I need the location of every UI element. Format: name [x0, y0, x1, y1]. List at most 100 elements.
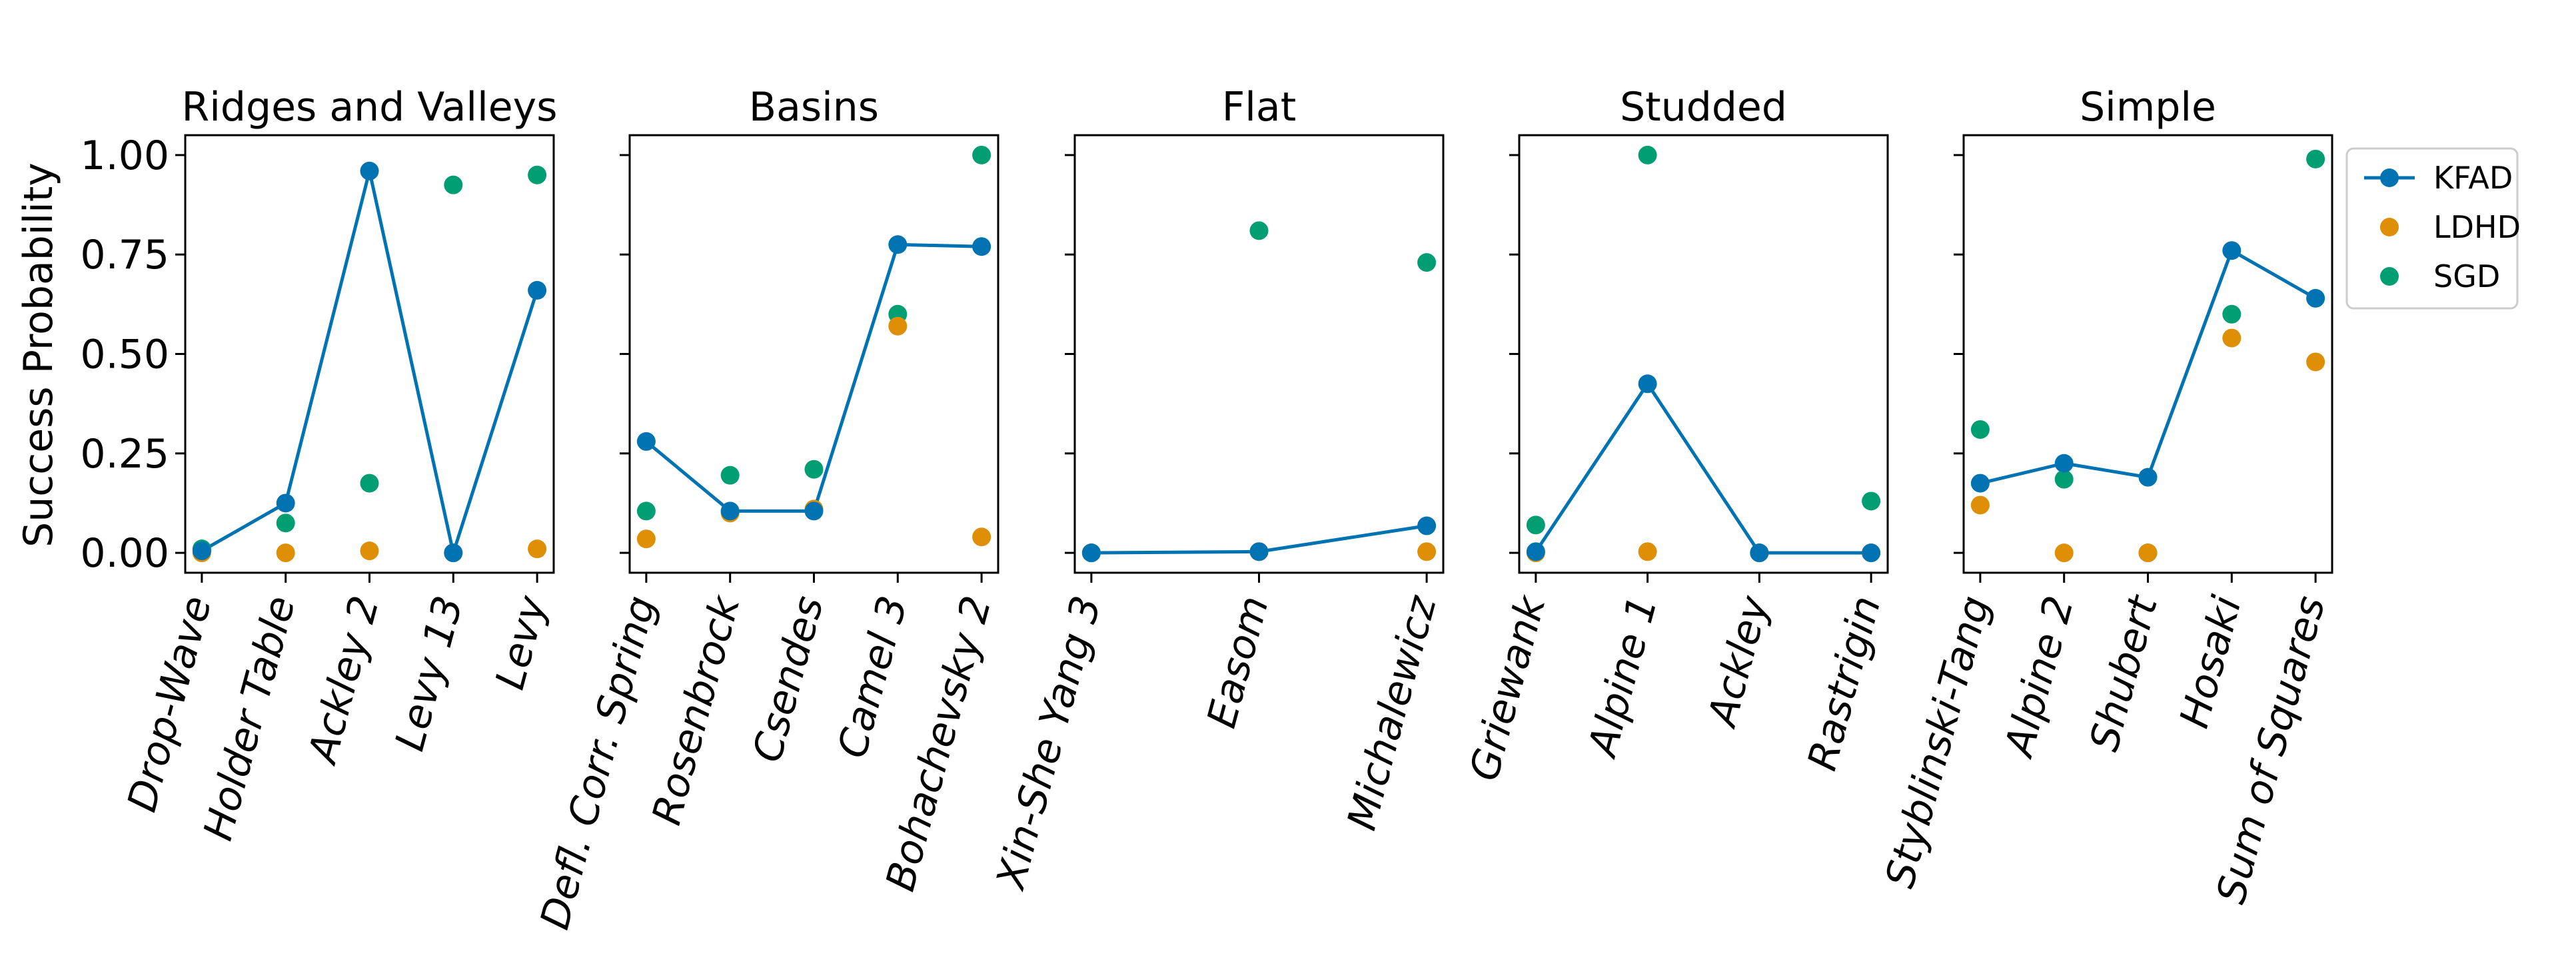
x-tick-label: Hosaki — [2171, 591, 2251, 733]
legend-label: KFAD — [2433, 160, 2513, 196]
x-tick-label: Levy — [486, 590, 556, 694]
panel-ridges-and-valleys: Ridges and Valleys 0.00 0.25 0.50 0.75 1.00 Dr… — [80, 84, 557, 845]
sgd-point — [1249, 221, 1269, 240]
kfad-point — [972, 237, 991, 256]
ldhd-point — [2222, 328, 2242, 348]
x-tick-label: Xin-She Yang 3 — [987, 591, 1110, 895]
ldhd-point — [972, 527, 991, 547]
panel-title: Flat — [1222, 84, 1296, 131]
ldhd-point — [1417, 542, 1437, 561]
axes-frame — [184, 134, 555, 574]
kfad-point — [1750, 543, 1769, 563]
x-tick-label: Griewank — [1461, 590, 1555, 786]
kfad-point — [192, 541, 211, 561]
x-tick-label: Levy 13 — [386, 591, 472, 756]
kfad-point — [636, 432, 656, 451]
sgd-point — [636, 501, 656, 521]
panel-studded: Studded Griewank Alpine 1 Ackley Rastrigin — [1461, 84, 1890, 786]
sgd-point — [1417, 253, 1437, 272]
legend-label: SGD — [2433, 258, 2500, 294]
x-tick-label: Easom — [1198, 591, 1278, 733]
axes-frame — [1962, 134, 2333, 574]
y-tick-label: 1.00 — [80, 133, 169, 179]
legend-label: LDHD — [2433, 209, 2521, 245]
y-axis-label: Success Probability — [15, 162, 62, 547]
sgd-point — [1526, 515, 1545, 535]
sgd-point — [1970, 420, 1990, 439]
legend-item-ldhd: LDHD — [2380, 209, 2521, 245]
legend-marker — [2380, 168, 2399, 187]
ldhd-point — [2138, 543, 2158, 563]
sgd-point — [1638, 145, 1657, 164]
axes-frame — [1518, 134, 1889, 574]
x-tick-label: Camel 3 — [829, 591, 917, 763]
kfad-point — [276, 493, 295, 513]
kfad-point — [1862, 543, 1881, 563]
sgd-point — [2306, 149, 2325, 168]
kfad-line — [1980, 248, 2317, 485]
x-tick-label: Ackley — [1698, 590, 1778, 733]
kfad-point — [2222, 241, 2242, 260]
chart-panels: Ridges and Valleys 0.00 0.25 0.50 0.75 1.00 Dr… — [80, 84, 2334, 934]
kfad-point — [2306, 288, 2325, 308]
sgd-point — [804, 460, 824, 479]
kfad-line — [201, 169, 539, 555]
kfad-point — [888, 235, 908, 254]
sgd-point — [276, 513, 295, 533]
y-tick-label: 0.00 — [80, 530, 169, 577]
kfad-point — [2138, 468, 2158, 487]
x-tick-label: Rastrigin — [1799, 591, 1890, 775]
kfad-point — [720, 501, 740, 521]
sgd-point — [528, 165, 547, 184]
sgd-point — [720, 466, 740, 485]
y-tick-label: 0.50 — [80, 332, 169, 378]
sgd-point — [2222, 304, 2242, 324]
sgd-point — [972, 145, 991, 164]
x-tick-label: Drop-Wave — [119, 591, 221, 816]
axes-frame — [1073, 134, 1445, 574]
panel-title: Simple — [2080, 84, 2216, 131]
x-tick-label: Shubert — [2081, 589, 2168, 756]
kfad-point — [1526, 542, 1545, 561]
kfad-point — [1081, 543, 1101, 563]
kfad-line — [1534, 382, 1872, 555]
kfad-point — [1638, 374, 1657, 394]
chart-legend: KFAD LDHD SGD — [2345, 147, 2521, 310]
panel-title: Basins — [749, 84, 879, 131]
kfad-point — [528, 280, 547, 300]
ldhd-point — [2306, 352, 2325, 372]
legend-item-kfad: KFAD — [2364, 160, 2513, 196]
ldhd-point — [888, 316, 908, 336]
sgd-point — [444, 175, 463, 194]
legend-item-sgd: SGD — [2380, 258, 2500, 294]
x-tick-label: Rosenbrock — [644, 590, 750, 830]
kfad-point — [2054, 454, 2074, 473]
y-tick-label: 0.75 — [80, 232, 169, 278]
sgd-point — [2054, 470, 2074, 489]
legend-marker — [2380, 218, 2399, 236]
panel-flat: Flat Xin-She Yang 3 Easom Michalewicz — [987, 84, 1446, 895]
kfad-point — [804, 501, 824, 521]
y-tick-label: 0.25 — [80, 431, 169, 478]
panel-title: Studded — [1620, 84, 1787, 131]
x-tick-label: Ackley 2 — [299, 591, 388, 770]
kfad-point — [1417, 516, 1437, 535]
sgd-point — [1862, 491, 1881, 511]
ldhd-point — [528, 539, 547, 559]
panel-basins: Basins Defl. Corr. SpringRosenbrockCsende… — [532, 84, 1001, 934]
legend-marker — [2380, 267, 2399, 286]
kfad-point — [1249, 542, 1269, 561]
panel-title: Ridges and Valleys — [182, 84, 558, 131]
ldhd-point — [636, 529, 656, 549]
x-tick-label: Michalewicz — [1339, 590, 1446, 834]
sgd-point — [360, 474, 379, 493]
ldhd-point — [360, 541, 379, 561]
ldhd-point — [1638, 542, 1657, 561]
kfad-point — [1970, 474, 1990, 493]
kfad-point — [444, 543, 463, 563]
x-tick-label: Alpine 2 — [1995, 591, 2083, 763]
ldhd-point — [1970, 495, 1990, 515]
ldhd-point — [2054, 543, 2074, 563]
